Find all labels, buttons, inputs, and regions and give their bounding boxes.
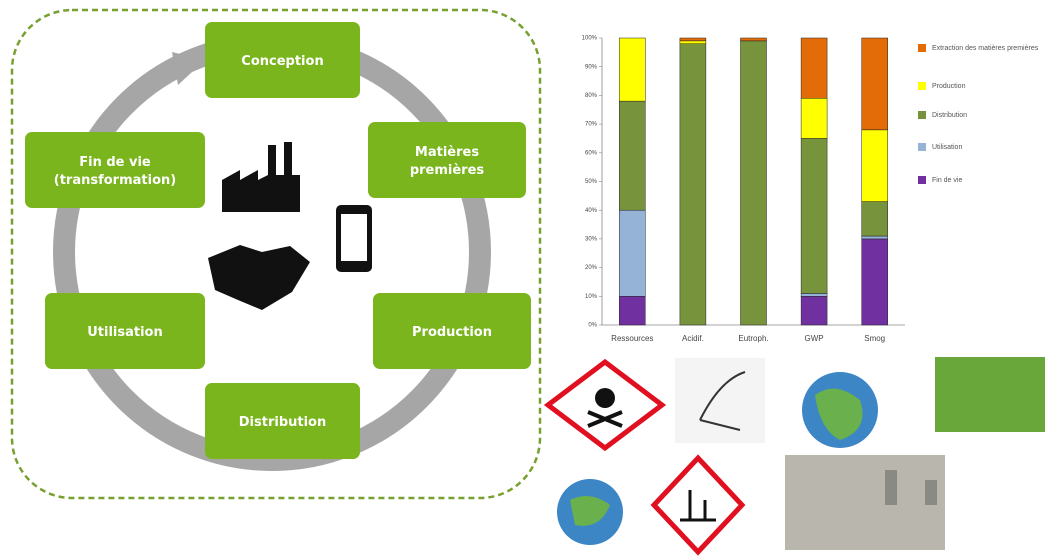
lifecycle-node: Conception [205,22,360,98]
lifecycle-node: Utilisation [45,293,205,369]
diagram-nodes: Conception Matières premières Production Dis… [25,22,531,459]
lifecycle-node: Production [373,293,531,369]
y-tick-label: 40% [585,208,598,214]
bar-segment [801,296,827,325]
node-label: Conception [241,54,323,69]
x-tick-label: Smog [864,334,885,343]
x-tick-label: Acidif. [682,334,704,343]
legend-label: Utilisation [932,144,962,151]
bar-segment [862,130,888,202]
legend-swatch [918,111,926,119]
legend-label: Production [932,83,966,90]
y-tick-label: 60% [585,150,598,156]
y-tick-label: 30% [585,236,598,242]
node-label: Matières [415,145,479,160]
y-tick-label: 70% [585,122,598,128]
y-tick-label: 100% [582,36,598,42]
bar-segment [619,296,645,325]
lifecycle-node: Fin de vie (transformation) [25,132,205,208]
bar-segment [619,210,645,296]
x-tick-label: GWP [805,334,824,343]
y-tick-label: 10% [585,294,598,300]
bar-segment [862,38,888,130]
legend-label: Extraction des matières premières [932,45,1039,52]
y-tick-label: 80% [585,93,598,99]
x-tick-label: Ressources [611,334,653,343]
node-label: Production [412,325,492,340]
bar-segment [862,236,888,239]
y-tick-label: 90% [585,64,598,70]
bar-segment [801,38,827,98]
legend-swatch [918,176,926,184]
node-box [368,122,526,198]
canvas: Conception Matières premières Production Dis… [0,0,1048,556]
x-tick-label: Eutroph. [738,334,768,343]
legend-label: Fin de vie [932,177,962,184]
bar-segment [619,38,645,101]
node-label: Utilisation [87,325,163,340]
bar-segment [801,98,827,138]
page: {"diagram": {"nodes": [ {"lines": ["Conc… [0,0,1048,556]
y-tick-label: 20% [585,265,598,271]
y-tick-label: 50% [585,179,598,185]
bar-segment [619,101,645,210]
bar-segment [680,38,706,41]
node-label: Distribution [239,415,326,430]
factory-icon [222,142,300,212]
legend-label: Distribution [932,112,967,119]
bar-segment [741,38,767,41]
legend-swatch [918,143,926,151]
bar-segment [741,41,767,325]
lifecycle-node: Distribution [205,383,360,459]
bar-segment [862,202,888,236]
chart: 0% 10% 20% 30% 40% 50% 60% 70% 80% 90% 100% Ressour… [582,36,1039,344]
node-label: (transformation) [54,173,176,188]
node-label: premières [410,163,485,178]
bar-segment [680,44,706,325]
phone-icon [336,205,372,272]
bar-segment [801,293,827,296]
bar-segment [862,239,888,325]
pictograms [548,357,1045,552]
handshake-icon [208,245,310,310]
legend-swatch [918,82,926,90]
node-label: Fin de vie [79,155,151,170]
lifecycle-node: Matières premières [368,122,526,198]
node-box [25,132,205,208]
bar-segment [680,41,706,44]
legend-swatch [918,44,926,52]
bar-segment [801,138,827,293]
y-tick-label: 0% [588,323,597,329]
